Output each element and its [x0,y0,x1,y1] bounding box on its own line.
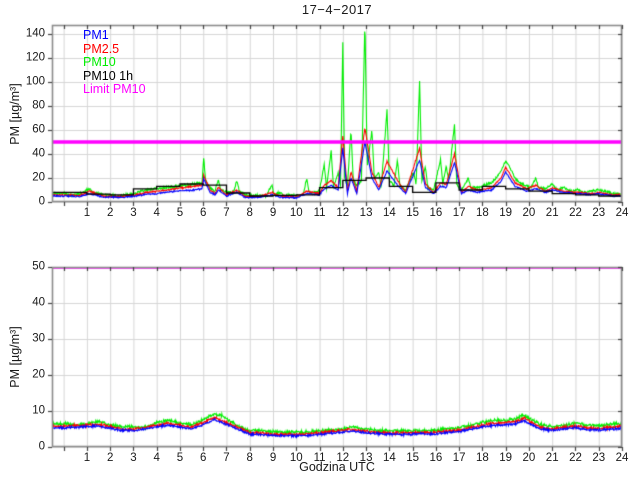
x-tick-label: 11 [313,452,326,464]
x-tick-label: 22 [569,452,582,464]
x-tick-label: 2 [106,452,114,464]
y-tick-label: 50 [32,260,45,273]
y-tick-label: 10 [32,404,45,417]
x-tick-label: 12 [336,207,350,219]
y-tick-label: 0 [38,440,45,453]
legend: PM1 PM2.5 PM10 PM10 1h Limit PM10 [83,28,146,97]
x-tick-label: 16 [429,452,443,464]
x-tick-label: 4 [153,207,160,219]
y-tick-label: 80 [32,99,45,112]
legend-item-pm10: PM10 [83,55,116,69]
x-tick-label: 23 [592,452,606,464]
x-tick-label: 18 [476,452,489,464]
y-tick-label: 0 [38,195,45,208]
chart-title: 17−4−2017 [301,2,373,17]
y-tick-label: 140 [25,27,45,40]
y-tick-label: 20 [32,368,45,381]
x-tick-label: 1 [83,207,91,219]
y-tick-label: 20 [32,171,45,184]
x-tick-label: 5 [176,452,184,464]
x-tick-label: 12 [336,452,350,464]
y-tick-label: 60 [32,123,45,136]
x-tick-label: 6 [200,207,207,219]
x-tick-label: 9 [269,207,277,219]
x-tick-label: 16 [429,207,443,219]
x-tick-label: 2 [106,207,114,219]
x-tick-label: 19 [499,207,513,219]
y-tick-label: 40 [32,147,45,160]
x-tick-label: 13 [359,207,373,219]
y-axis-label-bottom: PM [µg/m³] [8,326,22,388]
y-tick-label: 40 [32,296,45,309]
legend-item-limit-pm10: Limit PM10 [83,82,146,96]
x-tick-label: 20 [522,452,536,464]
x-tick-label: 19 [499,452,513,464]
x-tick-label: 13 [359,452,373,464]
x-tick-label: 8 [246,207,253,219]
x-tick-label: 7 [223,452,230,464]
x-tick-label: 11 [313,207,326,219]
x-tick-label: 9 [269,452,277,464]
x-tick-label: 23 [592,207,606,219]
x-tick-label: 17 [452,452,466,464]
x-tick-label: 24 [615,452,629,464]
x-tick-label: 14 [382,207,396,219]
y-tick-label: 100 [25,75,45,88]
y-tick-label: 120 [25,51,45,64]
x-tick-label: 8 [246,452,253,464]
x-tick-label: 7 [223,207,230,219]
x-tick-label: 20 [522,207,536,219]
x-tick-label: 18 [476,207,489,219]
legend-item-pm2-5: PM2.5 [83,41,120,56]
x-tick-label: 24 [615,207,629,219]
x-tick-label: 6 [200,452,207,464]
x-tick-label: 14 [382,452,396,464]
x-tick-label: 3 [130,207,137,219]
x-tick-label: 1 [83,452,91,464]
x-tick-label: 15 [406,452,420,464]
x-tick-label: 22 [569,207,582,219]
x-tick-label: 5 [176,207,184,219]
x-tick-label: 21 [545,207,559,219]
y-tick-label: 30 [32,332,45,345]
x-tick-label: 4 [153,452,160,464]
legend-item-pm1: PM1 [83,28,109,42]
x-tick-label: 15 [406,207,420,219]
x-axis-label: Godzina UTC [299,460,375,474]
x-tick-label: 10 [289,207,303,219]
y-axis-label-top: PM [µg/m³] [8,83,22,145]
x-tick-label: 10 [289,452,303,464]
x-tick-label: 17 [452,207,466,219]
legend-item-pm10-1h: PM10 1h [83,68,134,83]
x-tick-label: 3 [130,452,137,464]
x-tick-label: 21 [545,452,559,464]
